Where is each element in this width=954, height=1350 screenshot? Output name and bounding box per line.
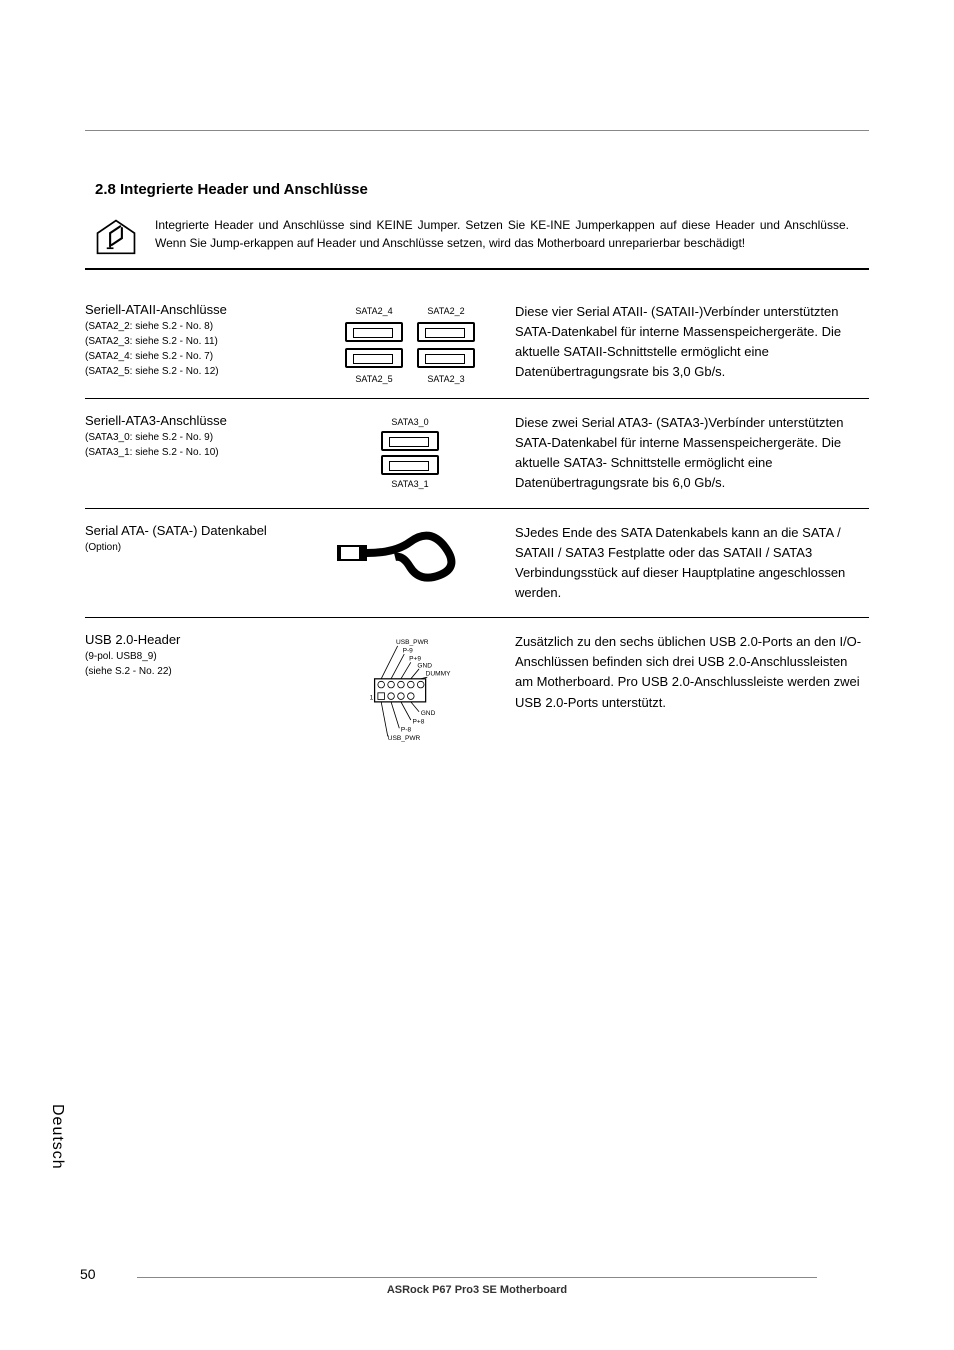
label-sata3-0: SATA3_0 [391, 417, 428, 427]
label-sata2-2: SATA2_2 [417, 306, 475, 316]
label-sata3-1: SATA3_1 [391, 479, 428, 489]
usb-desc: Zusätzlich zu den sechs üblichen USB 2.0… [515, 632, 869, 713]
label-sata2-4: SATA2_4 [345, 306, 403, 316]
row-cable: Serial ATA- (SATA-) Datenkabel (Option) … [85, 509, 869, 619]
cable-title: Serial ATA- (SATA-) Datenkabel [85, 523, 305, 538]
language-tab: Deutsch [48, 1104, 66, 1170]
sata-cable-icon [335, 527, 485, 587]
svg-text:GND: GND [417, 662, 432, 669]
usb-header-diagram: USB_PWR P-9 P+9 GND DUMMY [340, 636, 480, 743]
usb-sub2: (siehe S.2 - No. 22) [85, 664, 305, 679]
sataii-desc: Diese vier Serial ATAII- (SATAII-)Verbín… [515, 302, 869, 383]
sata-connector-icon [381, 431, 439, 451]
svg-text:P-8: P-8 [401, 727, 412, 734]
cable-desc: SJedes Ende des SATA Datenkabels kann an… [515, 523, 869, 604]
svg-text:USB_PWR: USB_PWR [396, 639, 429, 646]
sataii-sub2: (SATA2_3: siehe S.2 - No. 11) [85, 334, 305, 349]
sata3-desc: Diese zwei Serial ATA3- (SATA3-)Verbínde… [515, 413, 869, 494]
section-title: 2.8 Integrierte Header und Anschlüsse [95, 181, 869, 198]
svg-text:1: 1 [370, 695, 374, 702]
sata-connector-icon [381, 455, 439, 475]
sata3-sub2: (SATA3_1: siehe S.2 - No. 10) [85, 445, 305, 460]
sata-connector-icon [345, 322, 403, 342]
svg-text:P+8: P+8 [412, 718, 424, 725]
cable-sub: (Option) [85, 540, 305, 555]
usb-title: USB 2.0-Header [85, 632, 305, 647]
warning-box: Integrierte Header und Anschlüsse sind K… [85, 216, 869, 270]
svg-text:USB_PWR: USB_PWR [388, 735, 421, 742]
footer: ASRock P67 Pro3 SE Motherboard [0, 1277, 954, 1296]
sata3-connector-diagram: SATA3_0 SATA3_1 [381, 417, 439, 489]
sata3-title: Seriell-ATA3-Anschlüsse [85, 413, 305, 428]
sata-connector-icon [417, 348, 475, 368]
row-sataii: Seriell-ATAII-Anschlüsse (SATA2_2: siehe… [85, 288, 869, 399]
label-sata2-5: SATA2_5 [345, 374, 403, 384]
sata-connector-icon [417, 322, 475, 342]
svg-text:GND: GND [421, 710, 436, 717]
row-sata3: Seriell-ATA3-Anschlüsse (SATA3_0: siehe … [85, 399, 869, 509]
label-sata2-3: SATA2_3 [417, 374, 475, 384]
svg-text:P-9: P-9 [403, 648, 414, 655]
warning-text: Integrierte Header und Anschlüsse sind K… [155, 216, 849, 252]
sataii-title: Seriell-ATAII-Anschlüsse [85, 302, 305, 317]
sataii-sub4: (SATA2_5: siehe S.2 - No. 12) [85, 364, 305, 379]
sataii-sub3: (SATA2_4: siehe S.2 - No. 7) [85, 349, 305, 364]
warning-icon [95, 218, 137, 260]
sata-connector-icon [345, 348, 403, 368]
sata3-sub1: (SATA3_0: siehe S.2 - No. 9) [85, 430, 305, 445]
sataii-sub1: (SATA2_2: siehe S.2 - No. 8) [85, 319, 305, 334]
footer-text: ASRock P67 Pro3 SE Motherboard [387, 1284, 567, 1296]
usb-sub1: (9-pol. USB8_9) [85, 649, 305, 664]
row-usb: USB 2.0-Header (9-pol. USB8_9) (siehe S.… [85, 618, 869, 757]
sataii-connector-diagram: SATA2_4 SATA2_2 SATA2_5 SATA2_3 [345, 306, 475, 384]
svg-text:DUMMY: DUMMY [426, 671, 451, 678]
